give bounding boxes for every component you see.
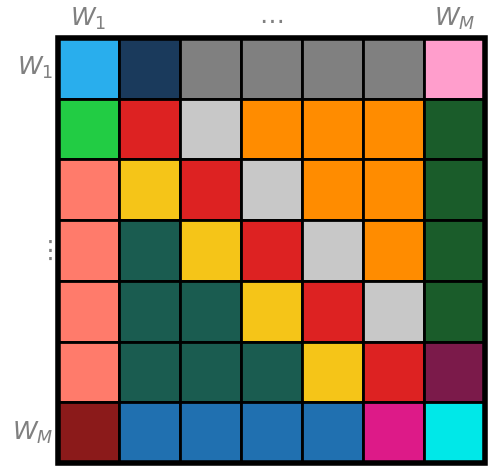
Bar xyxy=(424,341,485,402)
Text: $W_M$: $W_M$ xyxy=(12,420,53,446)
Bar xyxy=(180,159,241,220)
Bar xyxy=(302,159,363,220)
Bar xyxy=(363,38,424,99)
Bar xyxy=(302,38,363,99)
Text: $W_M$: $W_M$ xyxy=(434,6,475,32)
Bar xyxy=(180,220,241,281)
Bar xyxy=(58,341,119,402)
Text: $W_1$: $W_1$ xyxy=(17,55,53,81)
Bar xyxy=(424,402,485,463)
Bar xyxy=(424,159,485,220)
Bar xyxy=(119,38,180,99)
Bar xyxy=(241,281,302,341)
Bar xyxy=(302,220,363,281)
Text: $\vdots$: $\vdots$ xyxy=(37,238,53,262)
Bar xyxy=(119,402,180,463)
Text: $\cdots$: $\cdots$ xyxy=(259,8,283,32)
Bar xyxy=(363,159,424,220)
Bar xyxy=(363,99,424,159)
Bar xyxy=(302,281,363,341)
Bar xyxy=(363,220,424,281)
Bar xyxy=(180,341,241,402)
Bar xyxy=(424,99,485,159)
Bar xyxy=(302,402,363,463)
Bar xyxy=(58,99,119,159)
Bar xyxy=(363,281,424,341)
Bar xyxy=(58,159,119,220)
Bar xyxy=(180,99,241,159)
Bar xyxy=(302,341,363,402)
Bar xyxy=(58,220,119,281)
Bar xyxy=(58,281,119,341)
Bar xyxy=(119,220,180,281)
Bar xyxy=(119,99,180,159)
Bar xyxy=(241,159,302,220)
Bar xyxy=(119,341,180,402)
Bar xyxy=(302,99,363,159)
Bar xyxy=(180,38,241,99)
Bar xyxy=(119,159,180,220)
Bar xyxy=(58,38,119,99)
Bar xyxy=(241,402,302,463)
Bar xyxy=(180,281,241,341)
Bar xyxy=(119,281,180,341)
Bar xyxy=(241,341,302,402)
Text: $W_1$: $W_1$ xyxy=(70,6,106,32)
Bar xyxy=(363,402,424,463)
Bar xyxy=(241,99,302,159)
Bar xyxy=(424,281,485,341)
Bar xyxy=(58,38,485,463)
Bar xyxy=(58,402,119,463)
Bar xyxy=(424,220,485,281)
Bar xyxy=(241,220,302,281)
Bar xyxy=(363,341,424,402)
Bar xyxy=(424,38,485,99)
Bar xyxy=(180,402,241,463)
Bar xyxy=(241,38,302,99)
